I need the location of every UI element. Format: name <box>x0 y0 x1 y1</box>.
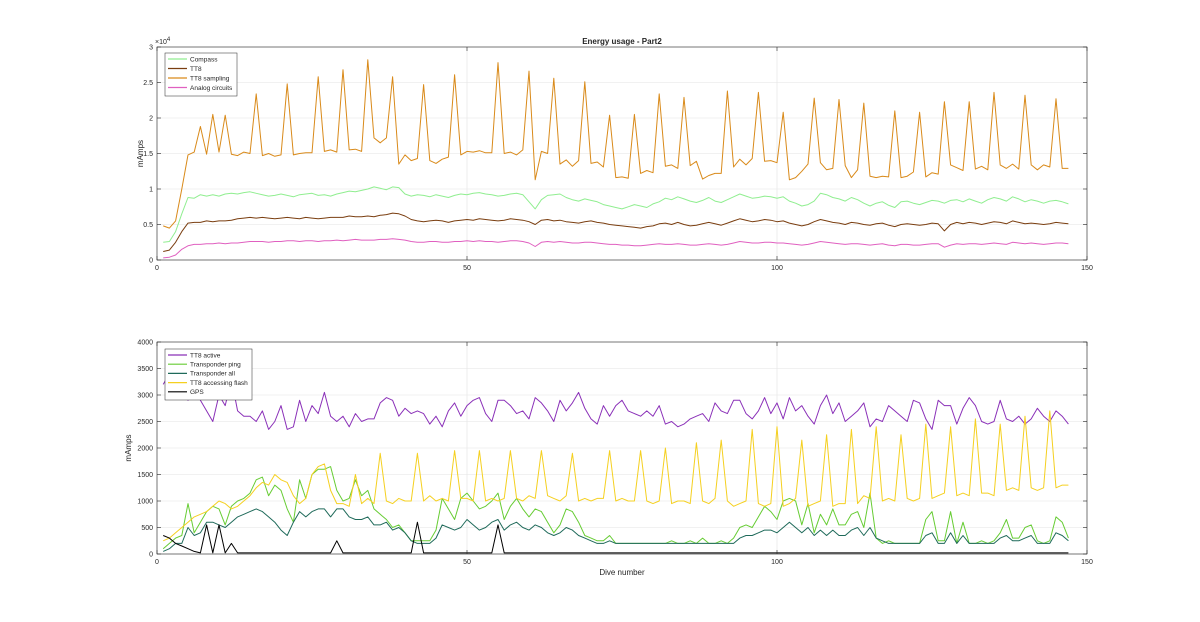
x-tick-label: 100 <box>771 265 783 272</box>
x-tick-label: 150 <box>1081 559 1093 566</box>
series-line-tt8 <box>163 212 1069 252</box>
top-plot: 0 50 100 150 0 0.5 1 1.5 2 2.5 3×104 Energy usage -… <box>136 37 1093 272</box>
y-tick-label: 0.5 <box>143 222 153 229</box>
legend: Compass TT8 TT8 sampling Analog circuits <box>164 52 238 97</box>
legend-label: GPS <box>190 389 204 396</box>
series-line-transponder-all <box>163 508 1069 552</box>
legend-label: Transponder all <box>190 371 235 378</box>
legend-label: Compass <box>190 56 218 63</box>
series-line-tt8-sampling <box>163 59 1069 229</box>
series-line-gps <box>163 521 1069 554</box>
legend-label: Analog circuits <box>190 85 233 92</box>
y-tick-label: 3 <box>149 45 153 52</box>
y-tick-label: 3500 <box>137 366 153 373</box>
y-tick-label: 1 <box>149 187 153 194</box>
series-line-analog-circuits <box>163 238 1069 259</box>
x-tick-label: 50 <box>463 265 471 272</box>
x-axis-label: Dive number <box>599 568 645 577</box>
series-line-tt8-accessing-flash <box>163 410 1069 542</box>
y-tick-label: 2500 <box>137 419 153 426</box>
y-tick-label: 4000 <box>137 340 153 347</box>
legend: TT8 active Transponder ping Transponder al… <box>164 348 253 401</box>
series-line-tt8-active <box>162 373 1069 430</box>
y-tick-label: 500 <box>141 525 153 532</box>
y-exponent-power: 4 <box>167 37 171 43</box>
y-axis-label: mAmps <box>136 140 145 167</box>
legend-label: TT8 active <box>190 352 221 359</box>
y-tick-label: 3000 <box>137 393 153 400</box>
y-tick-label: 2.5 <box>143 80 153 87</box>
series-line-compass <box>163 186 1069 243</box>
y-tick-label: 2000 <box>137 446 153 453</box>
y-tick-label: 0 <box>149 258 153 265</box>
legend-label: TT8 <box>190 66 202 73</box>
legend-label: TT8 accessing flash <box>190 380 248 387</box>
y-tick-label: 2 <box>149 116 153 123</box>
y-tick-label: 1.5 <box>143 151 153 158</box>
legend-label: TT8 sampling <box>190 75 230 82</box>
x-tick-label: 100 <box>771 559 783 566</box>
bottom-plot: 0 50 100 1500500100015002000250030003500400… <box>124 340 1093 578</box>
x-tick-label: 150 <box>1081 265 1093 272</box>
x-tick-label: 50 <box>463 559 471 566</box>
legend-box <box>164 52 238 97</box>
y-exponent-label: ×104 <box>155 37 171 46</box>
y-tick-label: 1000 <box>137 499 153 506</box>
x-tick-label: 0 <box>155 265 159 272</box>
y-tick-label: 0 <box>149 552 153 559</box>
legend-label: Transponder ping <box>190 362 241 369</box>
y-axis-label: mAmps <box>124 434 133 461</box>
x-tick-label: 0 <box>155 559 159 566</box>
chart-title: Energy usage - Part2 <box>582 37 662 46</box>
y-tick-label: 1500 <box>137 472 153 479</box>
